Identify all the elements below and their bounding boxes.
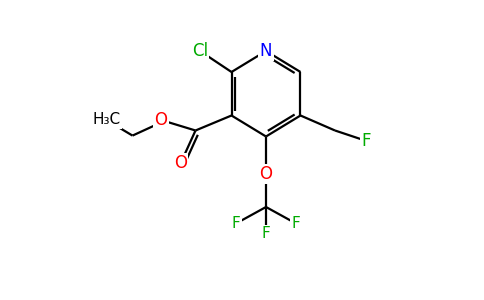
Text: O: O xyxy=(259,165,272,183)
Text: F: F xyxy=(292,216,301,231)
Text: F: F xyxy=(262,226,271,242)
Text: N: N xyxy=(260,42,272,60)
Text: O: O xyxy=(174,154,187,172)
Text: F: F xyxy=(232,216,241,231)
Text: F: F xyxy=(362,132,371,150)
Text: H₃C: H₃C xyxy=(92,112,121,128)
Text: O: O xyxy=(154,111,167,129)
Text: Cl: Cl xyxy=(192,42,208,60)
